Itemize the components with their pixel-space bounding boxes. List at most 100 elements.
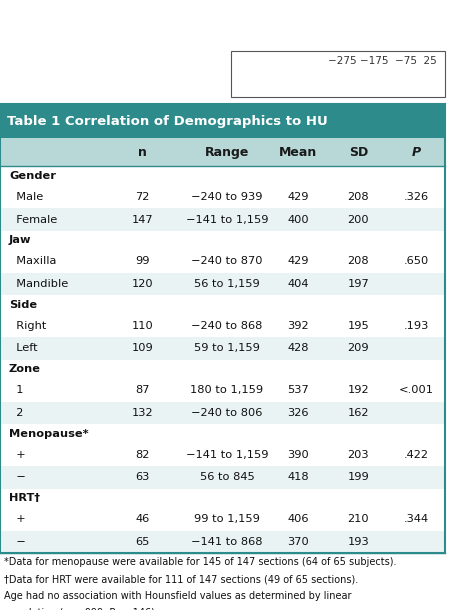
Text: 192: 192 <box>347 386 369 395</box>
Bar <box>0 104 445 553</box>
Bar <box>0 489 445 508</box>
Text: 390: 390 <box>287 450 309 460</box>
Text: Jaw: Jaw <box>9 235 31 245</box>
Bar <box>0 466 445 489</box>
Text: SD: SD <box>349 146 368 159</box>
Text: 197: 197 <box>347 279 369 289</box>
Text: 56 to 845: 56 to 845 <box>200 472 255 483</box>
Text: 326: 326 <box>288 408 309 418</box>
Text: †Data for HRT were available for 111 of 147 sections (49 of 65 sections).: †Data for HRT were available for 111 of … <box>4 574 359 584</box>
Text: 392: 392 <box>287 321 309 331</box>
Text: .650: .650 <box>404 256 429 267</box>
Text: 59 to 1,159: 59 to 1,159 <box>194 343 260 353</box>
Text: .422: .422 <box>404 450 429 460</box>
Text: 110: 110 <box>132 321 153 331</box>
Text: correlation (r = .099, P = .146).: correlation (r = .099, P = .146). <box>4 608 158 610</box>
Text: −141 to 1,159: −141 to 1,159 <box>186 215 268 224</box>
Text: 99: 99 <box>135 256 150 267</box>
Text: 203: 203 <box>347 450 369 460</box>
Bar <box>0 379 445 401</box>
Text: 210: 210 <box>347 514 369 525</box>
Bar <box>0 508 445 531</box>
Text: 208: 208 <box>347 256 369 267</box>
Text: 2: 2 <box>9 408 23 418</box>
Text: 208: 208 <box>347 192 369 202</box>
Text: −240 to 868: −240 to 868 <box>191 321 263 331</box>
Text: 72: 72 <box>135 192 150 202</box>
Text: Mean: Mean <box>279 146 318 159</box>
Text: Zone: Zone <box>9 364 41 375</box>
Text: .344: .344 <box>404 514 429 525</box>
Bar <box>0 337 445 360</box>
Text: .193: .193 <box>403 321 429 331</box>
Text: 200: 200 <box>347 215 369 224</box>
Text: *Data for menopause were available for 145 of 147 sections (64 of 65 subjects).: *Data for menopause were available for 1… <box>4 558 397 567</box>
Text: Maxilla: Maxilla <box>9 256 56 267</box>
Text: 120: 120 <box>132 279 153 289</box>
Bar <box>0 186 445 208</box>
Text: −: − <box>9 537 26 547</box>
Bar <box>0 208 445 231</box>
Text: −: − <box>9 472 26 483</box>
Bar <box>0 138 445 167</box>
Bar <box>0 531 445 553</box>
Text: Menopause*: Menopause* <box>9 429 89 439</box>
Text: 537: 537 <box>287 386 309 395</box>
Text: 132: 132 <box>132 408 153 418</box>
Text: +: + <box>9 514 26 525</box>
Text: 87: 87 <box>135 386 150 395</box>
Text: +: + <box>9 450 26 460</box>
Text: Mandible: Mandible <box>9 279 68 289</box>
Bar <box>0 360 445 379</box>
Text: 46: 46 <box>136 514 150 525</box>
Text: Female: Female <box>9 215 57 224</box>
Text: Right: Right <box>9 321 46 331</box>
Text: 428: 428 <box>288 343 309 353</box>
Bar <box>0 401 445 424</box>
Text: Correlation of Demographics to HU: Correlation of Demographics to HU <box>64 115 328 128</box>
Text: P: P <box>412 146 421 159</box>
Text: 199: 199 <box>347 472 369 483</box>
Text: −141 to 1,159: −141 to 1,159 <box>186 450 268 460</box>
Text: Left: Left <box>9 343 37 353</box>
Bar <box>0 443 445 466</box>
Bar <box>0 231 445 250</box>
Text: −240 to 939: −240 to 939 <box>191 192 263 202</box>
Text: <.001: <.001 <box>399 386 434 395</box>
Text: 1: 1 <box>9 386 23 395</box>
Text: 195: 195 <box>347 321 369 331</box>
Text: Gender: Gender <box>9 171 56 181</box>
Text: Table 1: Table 1 <box>7 115 60 128</box>
Text: 406: 406 <box>288 514 309 525</box>
Bar <box>0 167 445 186</box>
Text: Male: Male <box>9 192 43 202</box>
Bar <box>0 295 445 315</box>
Text: 162: 162 <box>347 408 369 418</box>
Text: .326: .326 <box>404 192 429 202</box>
Text: −275 −175  −75  25: −275 −175 −75 25 <box>328 56 436 66</box>
Text: −240 to 870: −240 to 870 <box>191 256 263 267</box>
Text: −141 to 868: −141 to 868 <box>191 537 263 547</box>
Bar <box>0 424 445 443</box>
Text: 63: 63 <box>135 472 150 483</box>
Text: 429: 429 <box>288 256 309 267</box>
Text: HRT†: HRT† <box>9 493 40 503</box>
Text: Age had no association with Hounsfield values as determined by linear: Age had no association with Hounsfield v… <box>4 591 352 601</box>
Bar <box>0 315 445 337</box>
Text: 147: 147 <box>132 215 153 224</box>
Text: 65: 65 <box>135 537 150 547</box>
Text: n: n <box>138 146 147 159</box>
Text: 99 to 1,159: 99 to 1,159 <box>194 514 260 525</box>
Text: 56 to 1,159: 56 to 1,159 <box>194 279 260 289</box>
Text: −240 to 806: −240 to 806 <box>191 408 263 418</box>
Text: 400: 400 <box>287 215 309 224</box>
Text: 209: 209 <box>347 343 369 353</box>
Text: 193: 193 <box>347 537 369 547</box>
Text: 82: 82 <box>135 450 150 460</box>
Bar <box>0 273 445 295</box>
Text: 429: 429 <box>288 192 309 202</box>
Bar <box>231 51 445 97</box>
Text: 180 to 1,159: 180 to 1,159 <box>191 386 264 395</box>
Bar <box>0 250 445 273</box>
Text: 370: 370 <box>287 537 309 547</box>
